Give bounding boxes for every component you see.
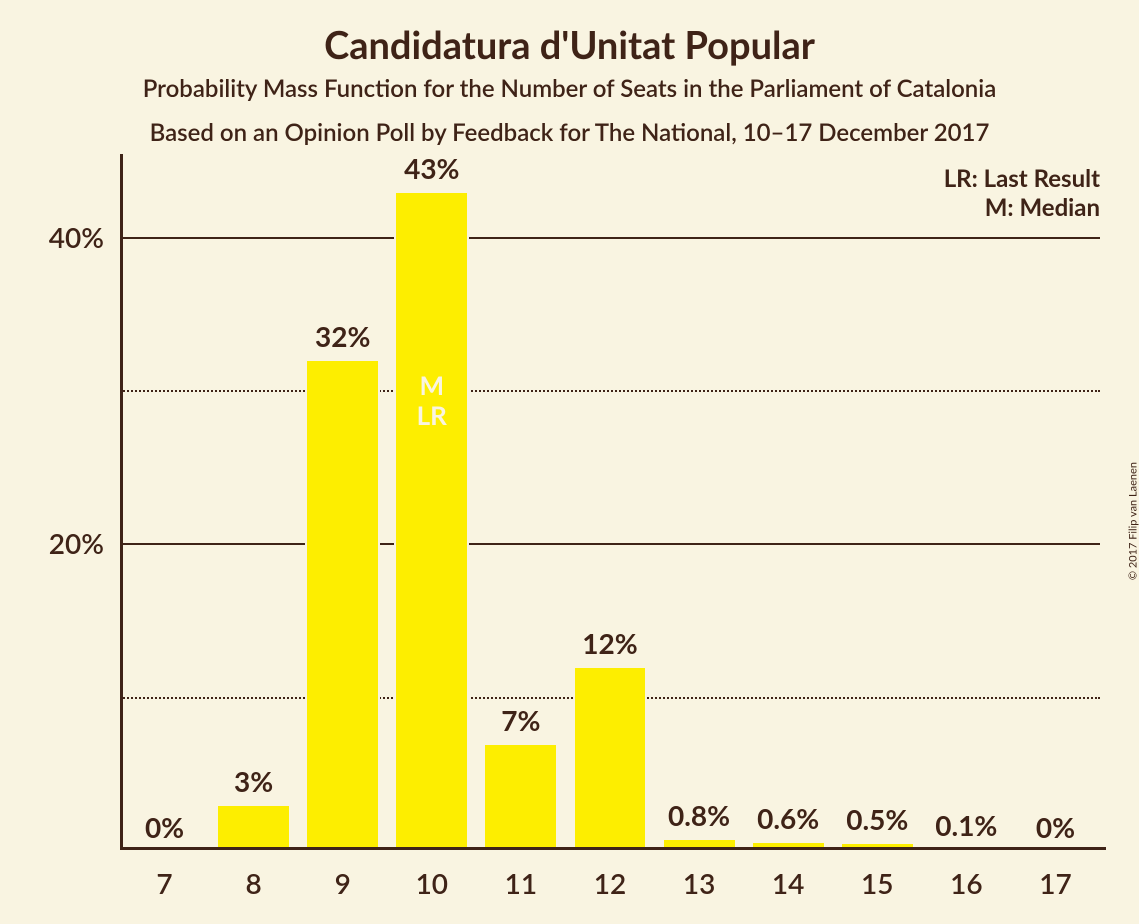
bar-value-label: 0.6% bbox=[757, 801, 819, 835]
chart-subtitle-1: Probability Mass Function for the Number… bbox=[0, 74, 1139, 103]
x-axis bbox=[120, 847, 1106, 850]
x-tick-label: 8 bbox=[246, 866, 262, 900]
chart-subtitle-2: Based on an Opinion Poll by Feedback for… bbox=[0, 118, 1139, 147]
legend-line-0: LR: Last Result bbox=[944, 164, 1100, 193]
gridline-major bbox=[120, 543, 1100, 545]
bar-value-label: 7% bbox=[501, 703, 540, 737]
bar: 43%MLR bbox=[394, 191, 469, 850]
bar-outline bbox=[483, 743, 558, 850]
bar: 32% bbox=[305, 359, 380, 850]
bar-outline bbox=[573, 666, 648, 850]
bar: 7% bbox=[483, 743, 558, 850]
bar-value-label: 43% bbox=[404, 151, 459, 185]
bar-outline bbox=[216, 804, 291, 850]
bar-value-label: 0.5% bbox=[846, 802, 908, 836]
bar-value-label: 3% bbox=[234, 764, 273, 798]
x-tick-label: 17 bbox=[1039, 866, 1071, 900]
y-tick-label: 20% bbox=[49, 526, 104, 560]
y-axis bbox=[120, 154, 123, 850]
bar-value-label: 0.8% bbox=[668, 798, 730, 832]
x-tick-label: 12 bbox=[594, 866, 626, 900]
legend-line-1: M: Median bbox=[944, 193, 1100, 222]
x-tick-label: 13 bbox=[683, 866, 715, 900]
x-tick-label: 15 bbox=[861, 866, 893, 900]
bar-annotation: MLR bbox=[417, 371, 447, 431]
bar-outline bbox=[305, 359, 380, 850]
legend: LR: Last ResultM: Median bbox=[944, 164, 1100, 222]
x-tick-label: 10 bbox=[416, 866, 448, 900]
bar-outline bbox=[394, 191, 469, 850]
bar-value-label: 0.1% bbox=[935, 808, 997, 842]
bar: 3% bbox=[216, 804, 291, 850]
x-tick-label: 14 bbox=[772, 866, 804, 900]
bar-value-label: 32% bbox=[315, 319, 370, 353]
gridline-minor bbox=[120, 390, 1100, 392]
gridline-major bbox=[120, 237, 1100, 239]
bar-value-label: 0% bbox=[145, 810, 184, 844]
copyright-text: © 2017 Filip van Laenen bbox=[1127, 462, 1139, 580]
plot-area: LR: Last ResultM: Median 20%40%0%73%832%… bbox=[120, 160, 1100, 850]
chart-title: Candidatura d'Unitat Popular bbox=[0, 22, 1139, 68]
bar-value-label: 0% bbox=[1036, 810, 1075, 844]
x-tick-label: 9 bbox=[335, 866, 351, 900]
x-tick-label: 11 bbox=[505, 866, 537, 900]
x-tick-label: 7 bbox=[156, 866, 172, 900]
y-tick-label: 40% bbox=[49, 220, 104, 254]
bar-value-label: 12% bbox=[582, 626, 637, 660]
bar: 12% bbox=[573, 666, 648, 850]
x-tick-label: 16 bbox=[950, 866, 982, 900]
